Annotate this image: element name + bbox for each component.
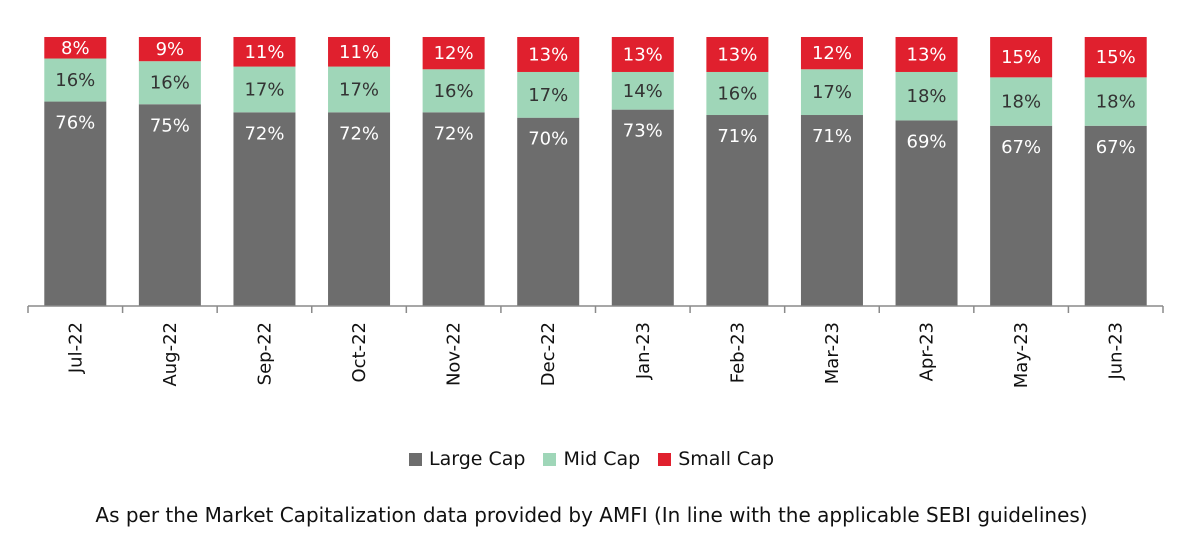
data-label-small-cap-aug-22: 9% bbox=[156, 39, 185, 60]
bar-segment-mid-cap-oct-22 bbox=[328, 66, 391, 113]
bar-segment-large-cap-sep-22 bbox=[233, 112, 296, 306]
data-label-large-cap-jun-23: 67% bbox=[1096, 137, 1136, 158]
data-label-large-cap-mar-23: 71% bbox=[812, 126, 852, 147]
x-tick-label-aug-22: Aug-22 bbox=[160, 322, 181, 387]
data-label-large-cap-sep-22: 72% bbox=[244, 123, 284, 144]
data-label-mid-cap-mar-23: 17% bbox=[812, 82, 852, 103]
x-tick-label-feb-23: Feb-23 bbox=[727, 322, 748, 383]
data-label-mid-cap-jul-22: 16% bbox=[55, 70, 95, 91]
bar-segment-small-cap-jun-23 bbox=[1084, 37, 1147, 78]
data-label-mid-cap-feb-23: 16% bbox=[717, 83, 757, 104]
bar-segment-mid-cap-jun-23 bbox=[1084, 77, 1147, 126]
data-label-small-cap-nov-22: 12% bbox=[434, 43, 474, 64]
bar-segment-large-cap-jul-22 bbox=[44, 101, 107, 306]
bar-segment-mid-cap-may-23 bbox=[990, 77, 1053, 126]
data-label-mid-cap-jan-23: 14% bbox=[623, 81, 663, 102]
data-label-small-cap-may-23: 15% bbox=[1001, 47, 1041, 68]
bar-segment-small-cap-may-23 bbox=[990, 37, 1053, 78]
x-axis: Jul-22 Aug-22 Sep-22 Oct-22 Nov-22 Dec-22 Jan-… bbox=[27, 305, 1164, 388]
x-tick-label-nov-22: Nov-22 bbox=[444, 322, 465, 386]
data-label-small-cap-apr-23: 13% bbox=[907, 44, 947, 65]
bar-segment-large-cap-oct-22 bbox=[328, 112, 391, 306]
data-label-mid-cap-apr-23: 18% bbox=[907, 86, 947, 107]
x-tick-label-jun-23: Jun-23 bbox=[1106, 322, 1127, 381]
bar-segment-small-cap-aug-22 bbox=[138, 37, 201, 62]
bar-segment-small-cap-oct-22 bbox=[328, 37, 391, 67]
data-label-large-cap-jan-23: 73% bbox=[623, 121, 663, 142]
x-tick-label-may-23: May-23 bbox=[1011, 322, 1032, 388]
bar-segment-mid-cap-apr-23 bbox=[895, 71, 958, 121]
bar-segment-large-cap-jan-23 bbox=[611, 109, 674, 306]
footnote: As per the Market Capitalization data pr… bbox=[95, 503, 1088, 527]
legend-label-large-cap: Large Cap bbox=[429, 448, 526, 470]
data-label-large-cap-aug-22: 75% bbox=[150, 115, 190, 136]
legend-item-mid-cap: Mid Cap bbox=[543, 448, 640, 470]
data-label-small-cap-mar-23: 12% bbox=[812, 43, 852, 64]
bar-segment-large-cap-aug-22 bbox=[138, 104, 201, 306]
x-tick-label-apr-23: Apr-23 bbox=[917, 322, 938, 381]
stacked-bar-chart: 76% 16% 8% 75% 16% 9% 72% 17% 11% 72% 17% 11% 72% 16%… bbox=[27, 37, 1164, 388]
bar-segment-small-cap-jan-23 bbox=[611, 37, 674, 72]
data-label-small-cap-jul-22: 8% bbox=[61, 38, 90, 59]
data-label-small-cap-dec-22: 13% bbox=[528, 44, 568, 65]
data-label-small-cap-jan-23: 13% bbox=[623, 44, 663, 65]
data-label-mid-cap-may-23: 18% bbox=[1001, 92, 1041, 113]
legend: Large Cap Mid Cap Small Cap bbox=[0, 448, 1183, 470]
bar-segment-small-cap-dec-22 bbox=[517, 37, 580, 72]
bar-segment-mid-cap-sep-22 bbox=[233, 66, 296, 113]
bar-segment-small-cap-apr-23 bbox=[895, 37, 958, 72]
x-tick-label-mar-23: Mar-23 bbox=[822, 322, 843, 384]
data-label-mid-cap-sep-22: 17% bbox=[244, 79, 284, 100]
x-tick-label-jan-23: Jan-23 bbox=[633, 322, 654, 380]
data-label-large-cap-may-23: 67% bbox=[1001, 137, 1041, 158]
bar-segment-small-cap-feb-23 bbox=[706, 37, 769, 72]
bar-segment-large-cap-feb-23 bbox=[706, 115, 769, 306]
x-tick-label-dec-22: Dec-22 bbox=[538, 322, 559, 386]
legend-swatch-large-cap bbox=[409, 452, 422, 466]
bar-segment-small-cap-sep-22 bbox=[233, 37, 296, 67]
bar-segment-small-cap-nov-22 bbox=[422, 37, 485, 70]
bar-segment-mid-cap-jan-23 bbox=[611, 71, 674, 110]
x-tick-label-sep-22: Sep-22 bbox=[254, 322, 275, 385]
bar-segment-small-cap-jul-22 bbox=[44, 37, 107, 59]
bar-segment-mid-cap-jul-22 bbox=[44, 58, 107, 102]
bar-segment-mid-cap-dec-22 bbox=[517, 71, 580, 118]
data-label-large-cap-feb-23: 71% bbox=[717, 126, 757, 147]
data-label-mid-cap-jun-23: 18% bbox=[1096, 92, 1136, 113]
data-label-large-cap-oct-22: 72% bbox=[339, 123, 379, 144]
bar-segment-mid-cap-mar-23 bbox=[800, 69, 863, 116]
data-label-large-cap-dec-22: 70% bbox=[528, 129, 568, 150]
bar-segment-large-cap-apr-23 bbox=[895, 120, 958, 306]
data-label-small-cap-feb-23: 13% bbox=[717, 44, 757, 65]
legend-item-large-cap: Large Cap bbox=[409, 448, 525, 470]
bar-segment-mid-cap-aug-22 bbox=[138, 61, 201, 105]
legend-item-small-cap: Small Cap bbox=[658, 448, 774, 470]
legend-label-small-cap: Small Cap bbox=[678, 448, 774, 470]
bar-segment-large-cap-dec-22 bbox=[517, 117, 580, 306]
bar-segment-mid-cap-nov-22 bbox=[422, 69, 485, 113]
data-label-mid-cap-dec-22: 17% bbox=[528, 85, 568, 106]
data-label-mid-cap-oct-22: 17% bbox=[339, 79, 379, 100]
data-label-mid-cap-nov-22: 16% bbox=[434, 81, 474, 102]
x-tick-label-jul-22: Jul-22 bbox=[65, 322, 86, 374]
legend-label-mid-cap: Mid Cap bbox=[563, 448, 641, 470]
data-label-large-cap-jul-22: 76% bbox=[55, 113, 95, 134]
data-label-large-cap-nov-22: 72% bbox=[434, 123, 474, 144]
data-label-mid-cap-aug-22: 16% bbox=[150, 73, 190, 94]
x-tick-label-oct-22: Oct-22 bbox=[349, 322, 370, 383]
bar-segment-large-cap-may-23 bbox=[990, 125, 1053, 307]
legend-swatch-small-cap bbox=[658, 452, 672, 466]
bar-segment-small-cap-mar-23 bbox=[800, 37, 863, 70]
bar-segment-large-cap-nov-22 bbox=[422, 112, 485, 306]
data-label-small-cap-oct-22: 11% bbox=[339, 42, 379, 63]
bars-group: 76% 16% 8% 75% 16% 9% 72% 17% 11% 72% 17% 11% 72% 16%… bbox=[44, 37, 1147, 307]
legend-swatch-mid-cap bbox=[543, 452, 557, 466]
data-label-large-cap-apr-23: 69% bbox=[907, 131, 947, 152]
bar-segment-mid-cap-feb-23 bbox=[706, 71, 769, 116]
bar-segment-large-cap-jun-23 bbox=[1084, 125, 1147, 307]
data-label-small-cap-jun-23: 15% bbox=[1096, 47, 1136, 68]
data-label-small-cap-sep-22: 11% bbox=[244, 42, 284, 63]
bar-segment-large-cap-mar-23 bbox=[800, 115, 863, 306]
